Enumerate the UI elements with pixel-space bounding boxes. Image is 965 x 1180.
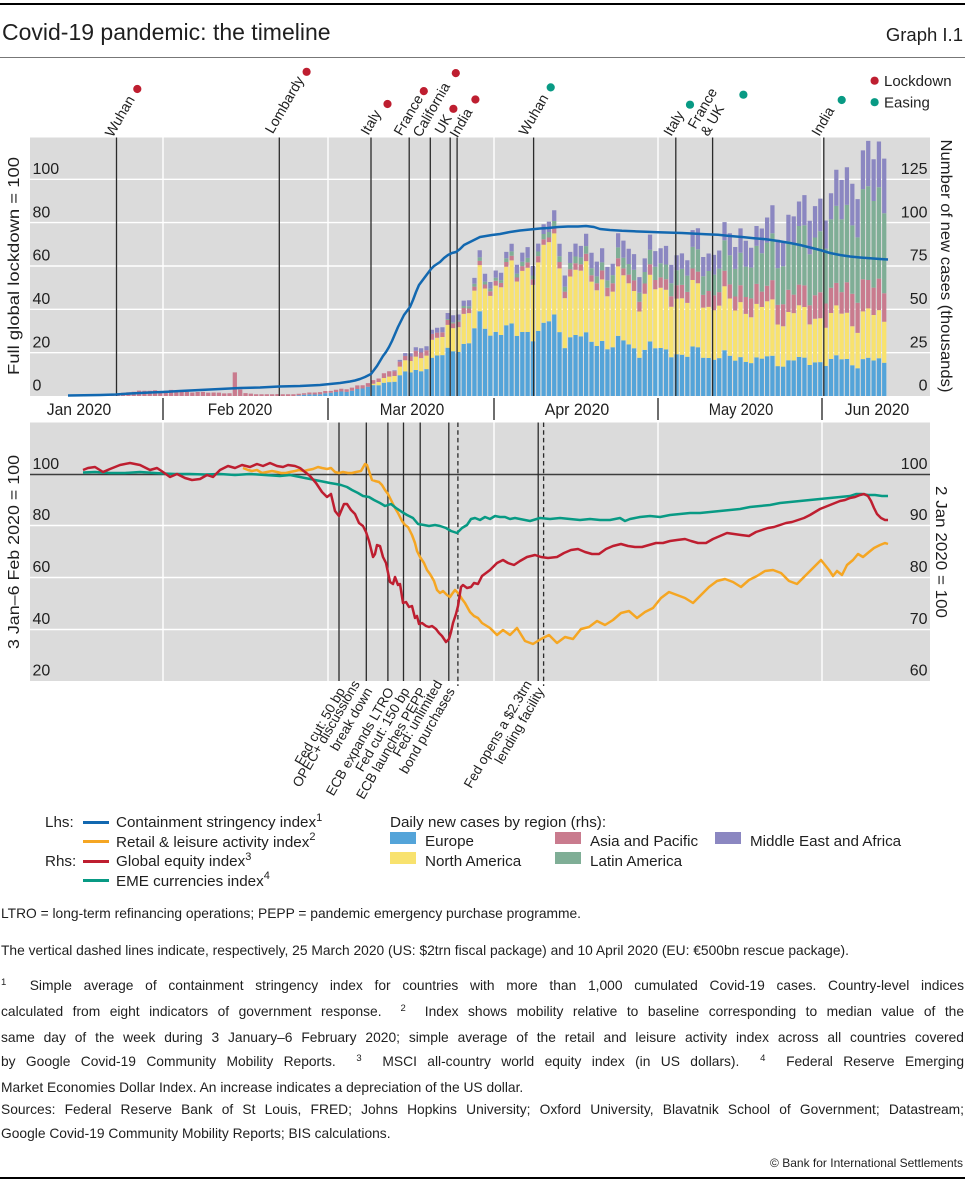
svg-text:Full global lockdown = 100: Full global lockdown = 100: [6, 157, 23, 375]
svg-text:75: 75: [910, 248, 928, 265]
svg-text:0: 0: [919, 378, 928, 395]
svg-text:80: 80: [33, 204, 51, 221]
svg-text:80: 80: [910, 559, 928, 576]
svg-text:3 Jan–6 Feb 2020 = 100: 3 Jan–6 Feb 2020 = 100: [6, 455, 23, 649]
svg-text:Feb 2020: Feb 2020: [208, 400, 273, 419]
svg-text:Italy: Italy: [358, 107, 385, 138]
svg-text:60: 60: [33, 248, 51, 265]
svg-text:100: 100: [901, 456, 928, 473]
svg-text:25: 25: [910, 334, 928, 351]
svg-text:40: 40: [33, 611, 51, 628]
svg-text:50: 50: [910, 291, 928, 308]
svg-text:Apr 2020: Apr 2020: [545, 400, 610, 419]
svg-text:Jun 2020: Jun 2020: [845, 400, 910, 419]
svg-text:Lombardy: Lombardy: [262, 73, 308, 136]
svg-text:20: 20: [33, 334, 51, 351]
svg-text:Italy: Italy: [661, 108, 688, 139]
svg-text:India: India: [809, 104, 838, 139]
svg-text:70: 70: [910, 611, 928, 628]
svg-text:France& UK: France& UK: [685, 85, 734, 139]
svg-text:60: 60: [910, 663, 928, 680]
svg-text:May 2020: May 2020: [709, 400, 774, 419]
svg-text:Lockdown: Lockdown: [884, 73, 952, 90]
svg-text:60: 60: [33, 559, 51, 576]
svg-text:Fed opens a $2.3trnlending fac: Fed opens a $2.3trnlending facility: [461, 678, 547, 798]
svg-text:Wuhan: Wuhan: [516, 92, 552, 139]
svg-text:Number of new cases (thousands: Number of new cases (thousands): [937, 140, 954, 393]
svg-text:0: 0: [33, 378, 42, 395]
svg-text:2 Jan 2020 = 100: 2 Jan 2020 = 100: [932, 486, 949, 618]
svg-text:Easing: Easing: [884, 95, 930, 112]
svg-text:90: 90: [910, 507, 928, 524]
svg-text:Jan 2020: Jan 2020: [47, 400, 112, 419]
svg-text:Mar 2020: Mar 2020: [380, 400, 445, 419]
svg-text:100: 100: [33, 456, 60, 473]
svg-text:125: 125: [901, 161, 928, 178]
svg-text:80: 80: [33, 507, 51, 524]
svg-text:100: 100: [901, 204, 928, 221]
svg-text:40: 40: [33, 291, 51, 308]
svg-text:100: 100: [33, 161, 60, 178]
svg-text:Wuhan: Wuhan: [102, 93, 138, 140]
svg-text:20: 20: [33, 663, 51, 680]
